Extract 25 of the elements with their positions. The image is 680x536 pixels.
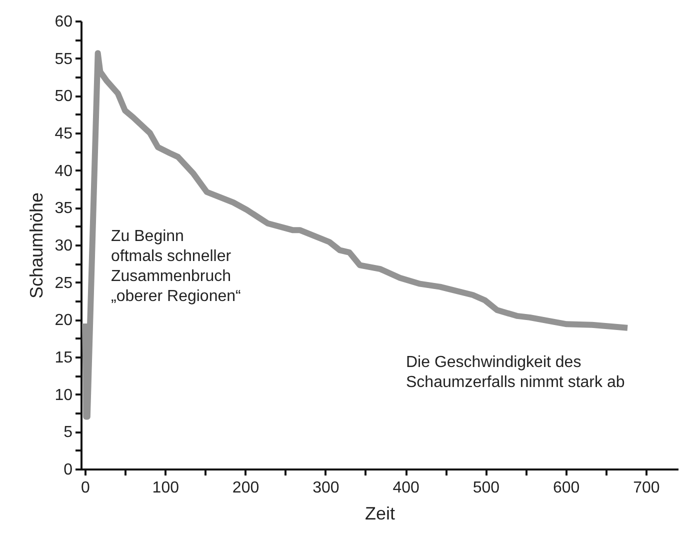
y-axis-title: Schaumhöhe — [26, 192, 47, 299]
x-tick-label: 600 — [552, 480, 580, 496]
x-tick-label: 0 — [81, 480, 90, 496]
y-tick-label: 0 — [64, 462, 73, 478]
y-tick-label: 20 — [54, 312, 73, 330]
y-tick-label: 25 — [54, 274, 73, 292]
y-tick-label: 35 — [54, 200, 73, 218]
y-tick-label: 45 — [54, 126, 73, 142]
x-axis-title: Zeit — [364, 504, 396, 524]
annotation: Die Geschwindigkeit des Schaumzerfalls nimmt stark ab — [406, 354, 625, 391]
x-tick-label: 200 — [232, 480, 260, 496]
x-tick-label: 700 — [633, 480, 660, 496]
y-tick-label: 50 — [54, 88, 73, 106]
y-tick-label: 30 — [54, 238, 73, 254]
x-tick-label: 500 — [472, 480, 500, 496]
y-tick-label: 55 — [54, 50, 73, 68]
y-tick-label: 60 — [54, 14, 73, 30]
x-tick-label: 300 — [312, 480, 340, 496]
x-tick-label: 100 — [152, 480, 180, 496]
annotation: Zu Beginn oftmals schneller Zusammenbruch „oberer Regionen“ — [111, 228, 241, 305]
y-tick-label: 5 — [64, 424, 73, 442]
y-tick-label: 10 — [54, 386, 73, 404]
y-tick-label: 15 — [54, 350, 73, 366]
y-tick-label: 40 — [54, 162, 73, 180]
x-tick-label: 400 — [392, 480, 420, 496]
